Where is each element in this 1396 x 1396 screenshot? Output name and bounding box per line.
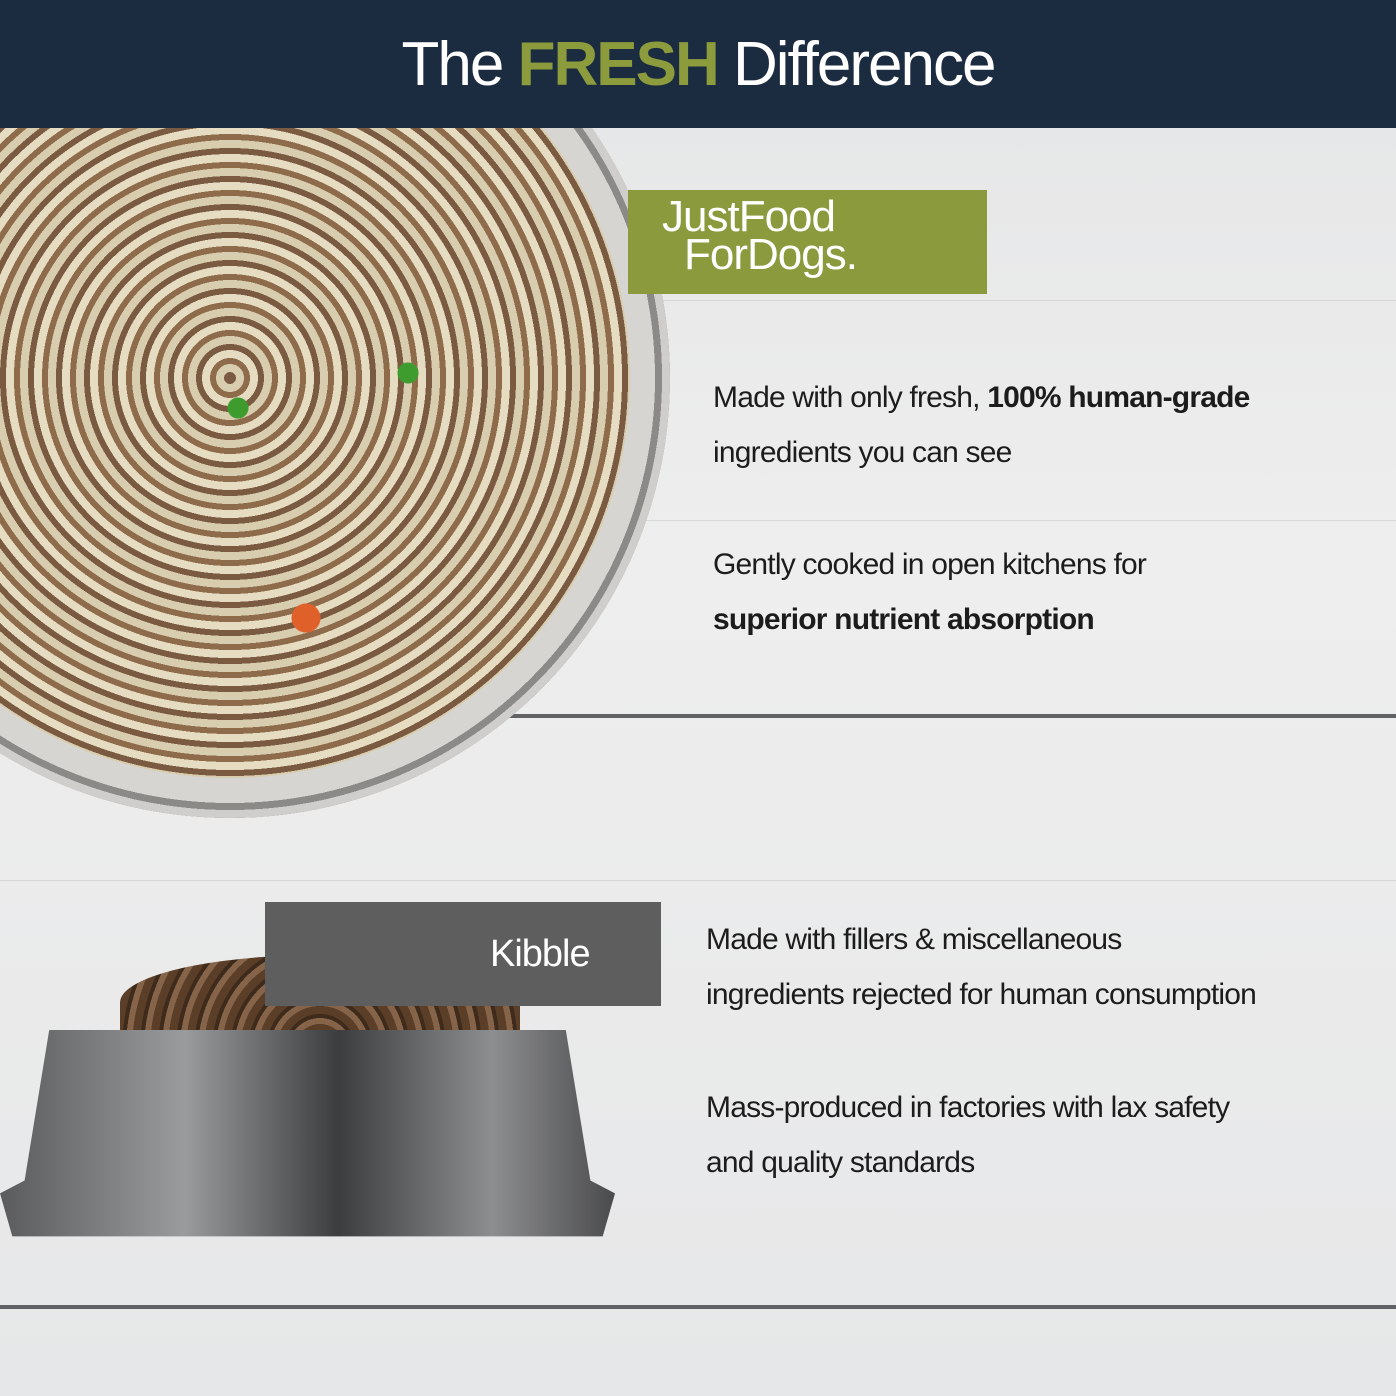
header: The FRESH Difference	[0, 0, 1396, 128]
logo-line1: JustFood	[662, 192, 836, 241]
wood-grain	[0, 880, 1396, 881]
wood-grain	[0, 300, 1396, 301]
kibble-point-1: Made with fillers & miscellaneous ingredi…	[706, 923, 1257, 1011]
kibble-bowl-image	[0, 1030, 615, 1237]
kibble-point-2: Mass-produced in factories with lax safe…	[706, 1091, 1230, 1179]
fresh-food-bowl-image	[0, 128, 670, 818]
fresh-point-2: Gently cooked in open kitchens for superi…	[713, 548, 1147, 636]
logo-line2: ForDogs.	[684, 230, 858, 279]
brand-logo: JustFood ForDogs.	[628, 190, 987, 294]
plank-line	[0, 714, 1396, 718]
kibble-label: Kibble	[265, 902, 661, 1006]
fresh-point-1: Made with only fresh, 100% human-grade in…	[713, 381, 1250, 469]
page-title: The FRESH Difference	[401, 29, 997, 99]
wood-grain	[0, 520, 1396, 521]
plank-line	[0, 1305, 1396, 1309]
